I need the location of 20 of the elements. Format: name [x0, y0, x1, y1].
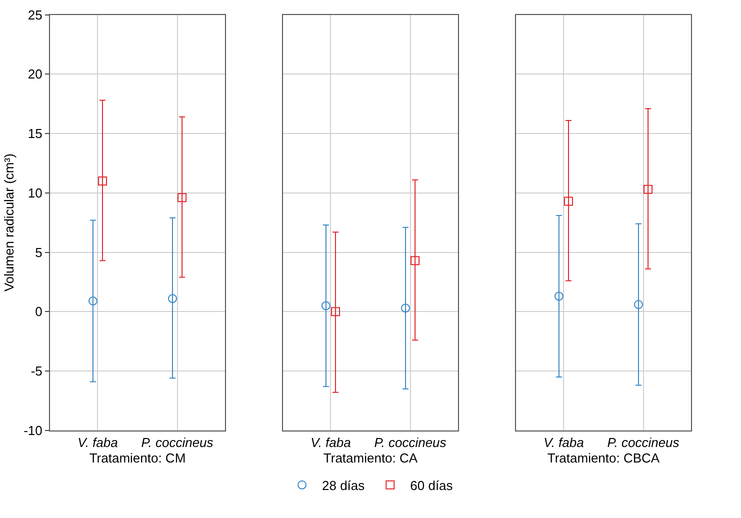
- x-tick-label: P. coccineus: [141, 434, 214, 450]
- y-tick-label: -10: [24, 422, 42, 438]
- x-axis-title: Tratamiento: CM: [89, 450, 186, 466]
- legend-label: 28 días: [322, 478, 366, 493]
- x-tick-label: V. faba: [78, 434, 118, 450]
- y-tick-label: 5: [35, 244, 42, 260]
- y-tick-label: 25: [28, 7, 42, 22]
- legend-label: 60 días: [410, 478, 454, 493]
- y-axis-title: Volumen radicular (cm³): [2, 154, 17, 292]
- y-tick-label: 20: [28, 66, 42, 82]
- y-tick-label: 0: [35, 304, 42, 320]
- y-tick-label: -5: [30, 364, 42, 379]
- x-tick-label: V. faba: [544, 434, 584, 450]
- x-axis-title: Tratamiento: CBCA: [547, 450, 660, 466]
- x-tick-label: V. faba: [310, 434, 351, 450]
- x-tick-label: P. coccineus: [374, 434, 447, 450]
- x-axis-title: Tratamiento: CA: [323, 450, 418, 466]
- y-tick-label: 15: [28, 126, 42, 142]
- x-tick-label: P. coccineus: [607, 434, 680, 450]
- y-tick-label: 10: [28, 185, 42, 200]
